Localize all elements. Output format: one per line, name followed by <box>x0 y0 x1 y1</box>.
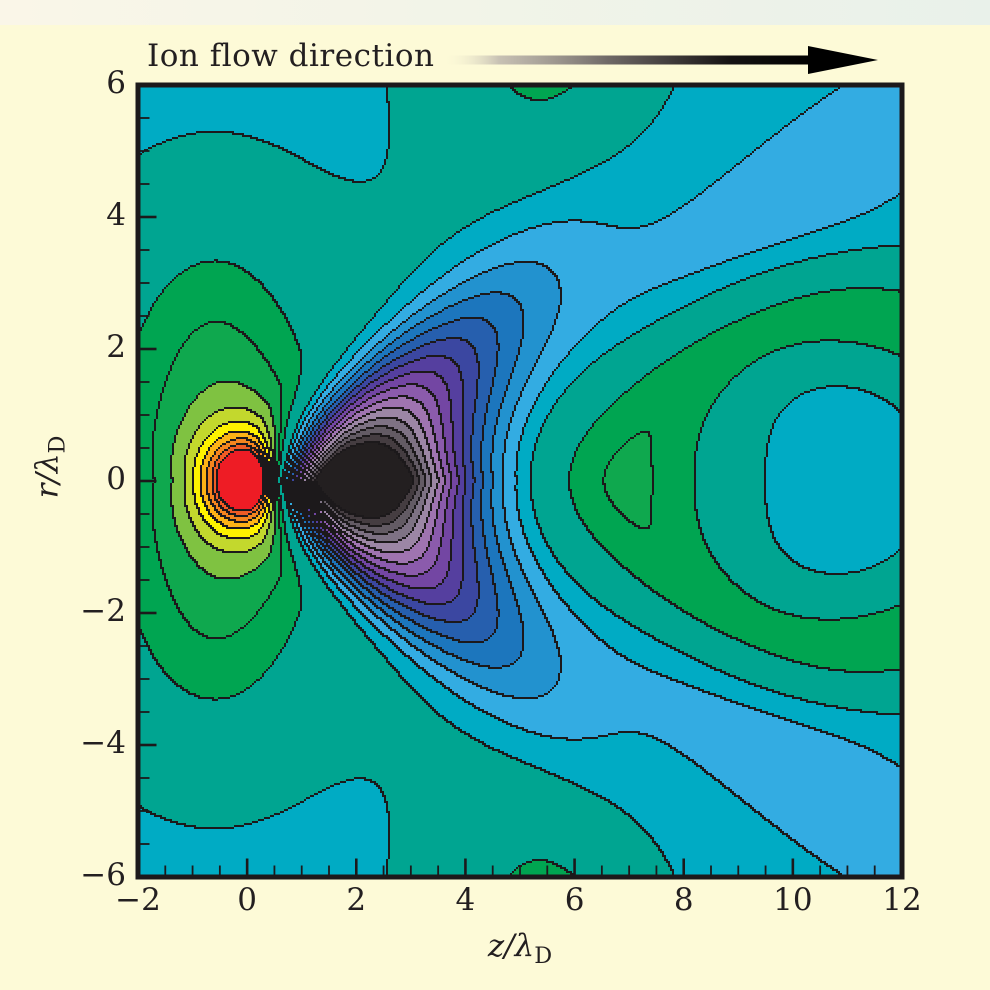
x-tick-label: 12 <box>882 882 922 918</box>
top-strip <box>0 0 990 25</box>
x-tick-label: 6 <box>564 882 585 918</box>
x-tick-label: 10 <box>773 882 813 918</box>
y-tick-label: 4 <box>106 197 126 233</box>
x-axis-label: z/λD <box>487 928 553 970</box>
x-tick-label: −2 <box>115 882 161 918</box>
ion-flow-arrow <box>444 46 878 74</box>
x-tick-label: 0 <box>237 882 258 918</box>
x-tick-label: 4 <box>455 882 476 918</box>
y-tick-label: −4 <box>80 725 126 761</box>
y-tick-label: −2 <box>80 593 126 629</box>
contour-plot-canvas <box>138 85 902 877</box>
flow-direction-label: Ion flow direction <box>147 38 435 74</box>
y-axis-label: r/λD <box>29 435 71 499</box>
y-tick-label: 2 <box>106 329 126 365</box>
y-tick-label: 6 <box>106 65 126 101</box>
x-tick-label: 2 <box>346 882 367 918</box>
y-tick-label: 0 <box>106 461 126 497</box>
arrow-shaft <box>444 55 810 65</box>
y-tick-label: −6 <box>80 857 126 893</box>
x-tick-label: 8 <box>673 882 694 918</box>
arrow-head <box>808 46 878 74</box>
